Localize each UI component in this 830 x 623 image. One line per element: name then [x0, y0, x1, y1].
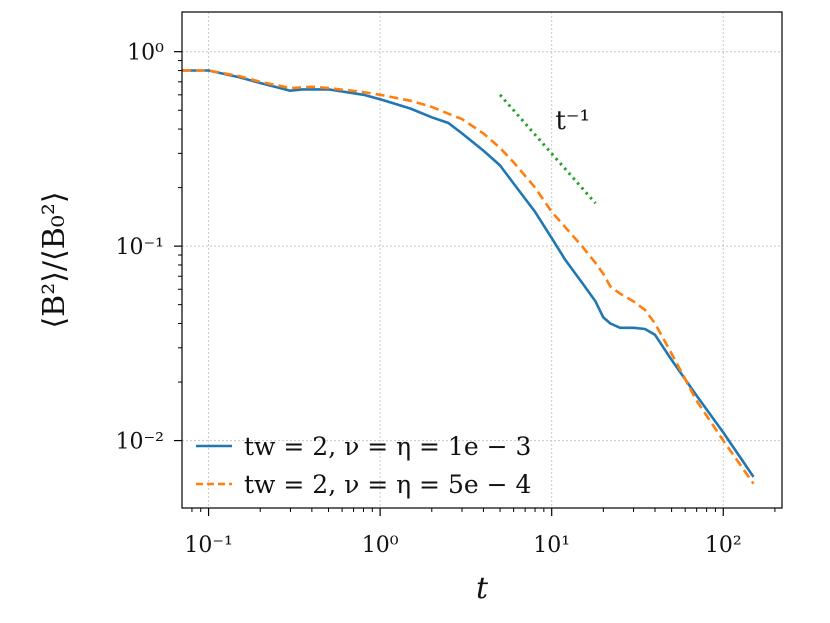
- x-tick-label: 10⁰: [362, 533, 399, 558]
- legend-label-1: tw = 2, ν = η = 1e − 3: [244, 432, 531, 461]
- annotation-t-inverse: t⁻¹: [555, 106, 590, 136]
- legend: tw = 2, ν = η = 1e − 3 tw = 2, ν = η = 5e…: [196, 432, 531, 499]
- y-axis-label: ⟨B²⟩/⟨B₀²⟩: [37, 191, 72, 328]
- series-line-2: [182, 69, 755, 485]
- grid-lines: [182, 12, 782, 508]
- legend-label-2: tw = 2, ν = η = 5e − 4: [244, 470, 531, 499]
- plot-frame: [181, 11, 783, 509]
- series-line-3: [498, 93, 597, 205]
- x-tick-label: 10⁻¹: [184, 533, 232, 558]
- series-layer: [182, 69, 755, 485]
- x-tick-label: 10²: [705, 533, 742, 558]
- y-tick-label: 10⁻²: [116, 430, 164, 455]
- x-tick-label: 10¹: [533, 533, 570, 558]
- y-tick-label: 10⁰: [127, 41, 164, 66]
- x-axis-label: t: [476, 571, 489, 606]
- axis-ticks: [174, 51, 776, 516]
- series-line-1: [182, 69, 755, 478]
- tick-labels: 10⁻¹ 10⁰ 10¹ 10² 10⁻² 10⁻¹ 10⁰: [116, 41, 742, 558]
- y-tick-label: 10⁻¹: [116, 235, 164, 260]
